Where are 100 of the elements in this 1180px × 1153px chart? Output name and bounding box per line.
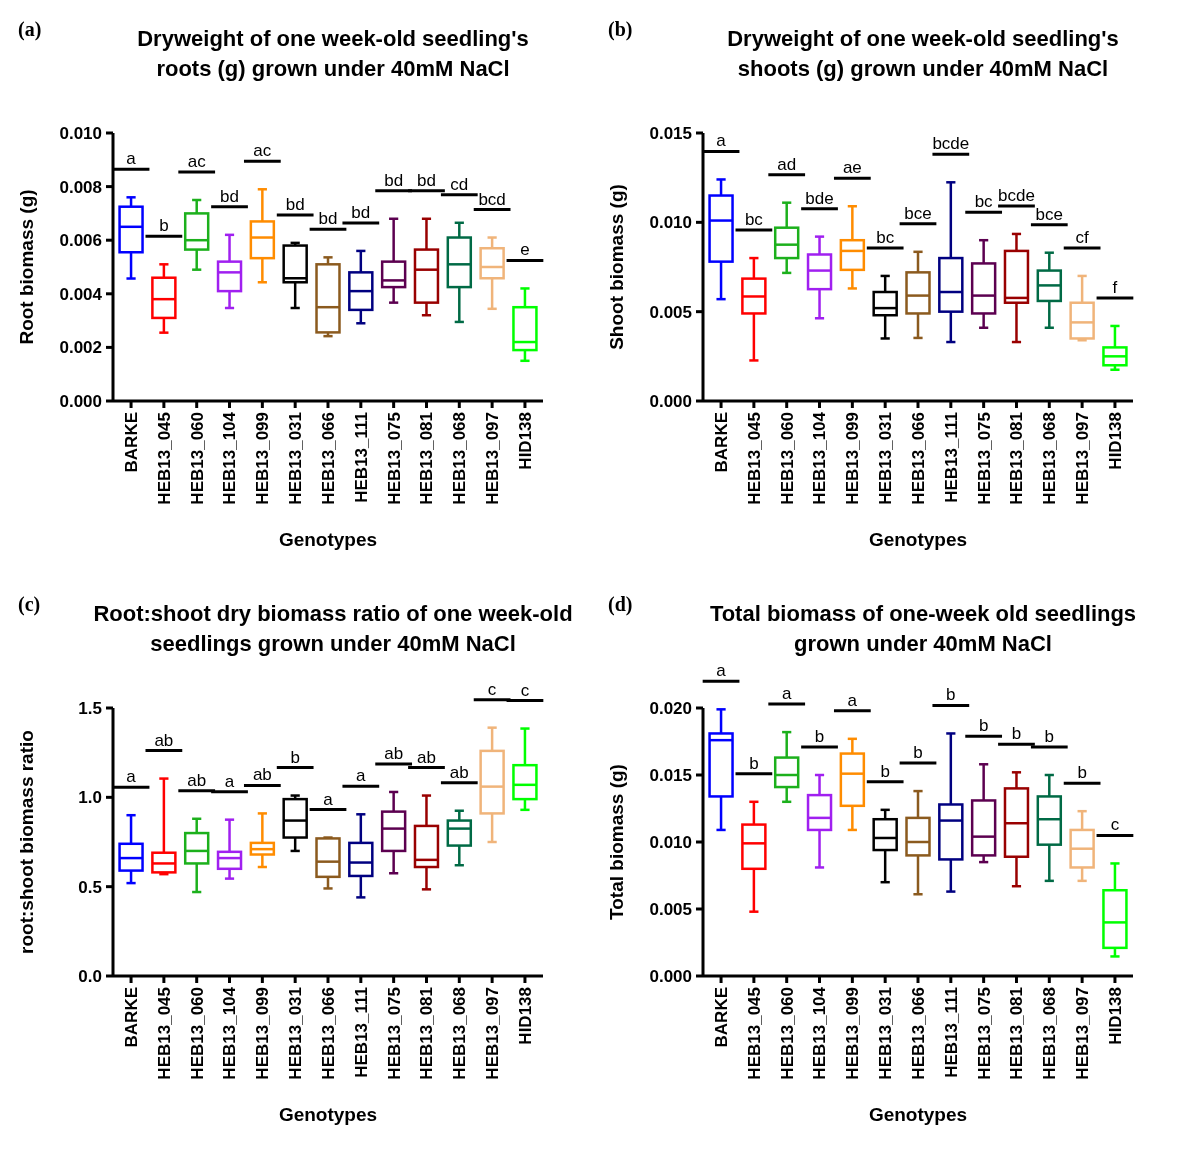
x-axis-title: Genotypes — [278, 529, 378, 550]
x-tick-label: HEB13_031 — [286, 412, 306, 505]
chart-title: Root:shoot dry biomass ratio of one week-old seedlings grown under 40mM NaCl — [93, 601, 573, 656]
x-tick-label: HID138 — [515, 987, 535, 1045]
y-axis-title: root:shoot biomass ratio — [16, 730, 37, 954]
annotation: ab — [384, 743, 404, 763]
x-tick-label: HEB13_068 — [450, 987, 470, 1080]
text: a — [716, 661, 727, 681]
y-tick-label: 0.010 — [649, 213, 692, 233]
x-tick-label: HEB13_104 — [810, 986, 830, 1080]
x-tick-label: HEB13_097 — [483, 412, 503, 505]
text: (b) — [608, 18, 633, 41]
x-tick-label: HEB13_099 — [843, 987, 863, 1080]
annotation: bce — [904, 203, 932, 223]
y-tick-label: 0.020 — [649, 698, 692, 718]
y-tick-label: 0.006 — [59, 231, 102, 251]
y-axis-title: Shoot biomass (g) — [606, 184, 627, 350]
x-tick-label: HEB13_081 — [1007, 987, 1027, 1080]
annotation: a — [356, 766, 367, 786]
x-tick-label: HEB13_068 — [1040, 412, 1060, 505]
annotation: ae — [842, 158, 862, 178]
x-tick-label: HEB13_111 — [941, 987, 961, 1078]
annotation: bc — [974, 192, 994, 212]
text: a — [781, 684, 792, 704]
annotation: a — [126, 149, 137, 169]
annotation: ab — [449, 762, 469, 782]
annotation: ab — [417, 747, 436, 767]
x-tick-label: HEB13_068 — [1040, 987, 1060, 1080]
y-tick-label: 0.015 — [649, 123, 692, 143]
y-axis-title: Total biomass (g) — [606, 764, 627, 920]
annotation: b — [1077, 763, 1087, 783]
y-tick-label: 0.5 — [78, 877, 102, 897]
x-tick-label: HEB13_045 — [744, 412, 764, 505]
x-tick-label: HEB13_097 — [1073, 412, 1093, 505]
annotation: bce — [1035, 204, 1064, 224]
x-tick-label: HEB13_060 — [187, 412, 207, 505]
x-tick-label: HEB13_081 — [1007, 412, 1027, 505]
text: c — [487, 679, 497, 699]
y-tick-label: 1.5 — [78, 698, 102, 718]
x-tick-label: HID138 — [1105, 987, 1125, 1045]
annotation: b — [913, 743, 923, 763]
annotation: e — [520, 240, 530, 260]
y-tick-label: 0.015 — [649, 765, 692, 785]
x-tick-label: HEB13_045 — [154, 987, 174, 1080]
y-tick-label: 0.005 — [649, 302, 692, 322]
annotation: c — [1110, 815, 1120, 835]
x-tick-label: HEB13_031 — [286, 987, 306, 1080]
y-tick-label: 0.010 — [59, 123, 102, 143]
annotation: ac — [187, 152, 207, 171]
annotation: ab — [154, 730, 174, 750]
chart-title: Dryweight of one week-old seedling's roots (g) grown under 40mM NaCl — [137, 26, 529, 81]
annotation: ad — [777, 154, 797, 174]
annotation: a — [847, 690, 858, 710]
x-tick-label: HID138 — [1105, 412, 1125, 470]
annotation: bd — [417, 170, 436, 190]
annotation: b — [978, 716, 989, 736]
annotation: bd — [318, 209, 338, 229]
annotation: b — [749, 753, 759, 773]
x-tick-label: HEB13_081 — [417, 987, 437, 1080]
x-tick-label: BARKE — [122, 987, 141, 1048]
annotation: bd — [384, 170, 404, 190]
x-tick-label: HEB13_068 — [450, 412, 470, 505]
x-tick-label: HEB13_099 — [253, 412, 273, 505]
text: (d) — [608, 593, 633, 616]
x-tick-label: HEB13_099 — [253, 987, 273, 1080]
x-tick-label: BARKE — [712, 987, 731, 1048]
annotation: ab — [252, 765, 272, 785]
annotation: bc — [744, 210, 764, 230]
annotation: cd — [450, 174, 469, 194]
y-tick-label: 0.000 — [649, 391, 692, 411]
chart-title: Dryweight of one week-old seedling's shoots (g) grown under 40mM NaCl — [727, 26, 1119, 81]
x-tick-label: HEB13_075 — [384, 412, 404, 505]
annotation: b — [880, 761, 890, 781]
x-tick-label: HEB13_097 — [1073, 987, 1093, 1080]
text: b — [946, 685, 956, 705]
annotation: bc — [876, 227, 895, 247]
x-tick-label: BARKE — [712, 412, 731, 473]
x-tick-label: HEB13_104 — [220, 986, 240, 1080]
annotation: ab — [187, 770, 207, 790]
annotation: bcd — [478, 189, 506, 209]
y-tick-label: 0.0 — [78, 966, 102, 986]
annotation: b — [1011, 724, 1022, 744]
annotation: bcde — [998, 185, 1035, 205]
y-tick-label: 0.000 — [59, 391, 102, 411]
annotation: a — [716, 131, 727, 151]
x-tick-label: HEB13_031 — [876, 412, 896, 505]
annotation: bcde — [932, 134, 970, 154]
x-tick-label: HEB13_097 — [483, 987, 503, 1080]
text: (a) — [18, 18, 42, 41]
annotation: bd — [220, 186, 239, 206]
annotation: b — [290, 747, 300, 767]
x-tick-label: HEB13_045 — [154, 412, 174, 505]
annotation: a — [126, 767, 137, 787]
x-tick-label: HEB13_081 — [417, 412, 437, 505]
y-tick-label: 1.0 — [78, 788, 102, 808]
x-tick-label: HEB13_111 — [941, 412, 961, 503]
x-tick-label: HID138 — [515, 412, 535, 470]
x-tick-label: HEB13_111 — [351, 987, 371, 1078]
y-tick-label: 0.000 — [649, 966, 692, 986]
x-tick-label: HEB13_031 — [876, 987, 896, 1080]
